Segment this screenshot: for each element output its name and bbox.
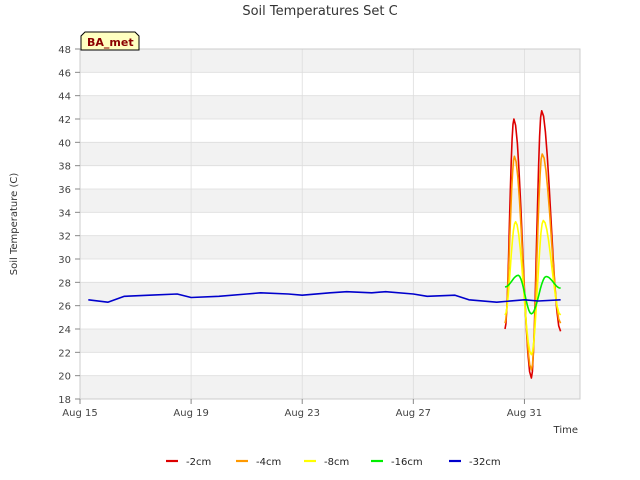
x-tick-label: Aug 31 bbox=[507, 408, 542, 419]
station-label: BA_met bbox=[87, 36, 134, 49]
legend: -2cm -4cm -8cm -16cm -32cm bbox=[166, 457, 501, 468]
grid-band bbox=[80, 95, 580, 119]
grid-band bbox=[80, 282, 580, 306]
plot-frame bbox=[79, 48, 581, 400]
y-axis-title: Soil Temperature (C) bbox=[9, 173, 20, 276]
grid-band bbox=[80, 142, 580, 166]
y-tick-label: 18 bbox=[58, 395, 71, 406]
x-tick-label: Aug 19 bbox=[173, 408, 208, 419]
series-line-minus-16cm bbox=[504, 274, 561, 315]
legend-label: -2cm bbox=[186, 457, 211, 468]
series-line-minus-2cm bbox=[504, 110, 562, 379]
grid-band bbox=[80, 235, 580, 259]
y-axis-ticks: 18 20 22 24 26 28 30 32 34 36 38 40 42 44 46 48 bbox=[58, 45, 80, 406]
y-tick-label: 42 bbox=[58, 115, 71, 126]
x-tick-label: Aug 27 bbox=[396, 408, 431, 419]
y-tick-label: 40 bbox=[58, 138, 71, 149]
grid-band bbox=[80, 189, 580, 213]
y-tick-label: 24 bbox=[58, 325, 71, 336]
x-tick-label: Aug 23 bbox=[285, 408, 320, 419]
y-tick-label: 46 bbox=[58, 68, 71, 79]
plot-background bbox=[80, 49, 580, 399]
legend-label: -8cm bbox=[324, 457, 349, 468]
y-tick-label: 20 bbox=[58, 372, 71, 383]
grid-band bbox=[80, 375, 580, 399]
station-badge: BA_met bbox=[80, 31, 140, 51]
y-tick-label: 34 bbox=[58, 208, 71, 219]
y-tick-label: 32 bbox=[58, 232, 71, 243]
y-tick-label: 22 bbox=[58, 348, 71, 359]
grid-band bbox=[80, 49, 580, 73]
y-tick-label: 36 bbox=[58, 185, 71, 196]
y-tick-label: 30 bbox=[58, 255, 71, 266]
chart-title: Soil Temperatures Set C bbox=[242, 4, 397, 19]
series-line-minus-4cm bbox=[504, 153, 562, 371]
legend-label: -16cm bbox=[391, 457, 423, 468]
y-tick-label: 26 bbox=[58, 302, 71, 313]
y-tick-label: 48 bbox=[58, 45, 71, 56]
x-axis-title: Time bbox=[553, 425, 578, 436]
x-tick-label: Aug 15 bbox=[62, 408, 97, 419]
y-tick-label: 44 bbox=[58, 92, 71, 103]
y-tick-label: 38 bbox=[58, 162, 71, 173]
legend-label: -32cm bbox=[469, 457, 501, 468]
series-lines bbox=[88, 110, 562, 379]
grid-band bbox=[80, 329, 580, 353]
station-badge-shape bbox=[80, 31, 140, 51]
y-tick-label: 28 bbox=[58, 278, 71, 289]
series-line-minus-32cm bbox=[88, 290, 561, 303]
x-axis-ticks: Aug 15 Aug 19 Aug 23 Aug 27 Aug 31 bbox=[62, 399, 542, 419]
series-line-minus-8cm bbox=[504, 219, 562, 356]
legend-label: -4cm bbox=[256, 457, 281, 468]
